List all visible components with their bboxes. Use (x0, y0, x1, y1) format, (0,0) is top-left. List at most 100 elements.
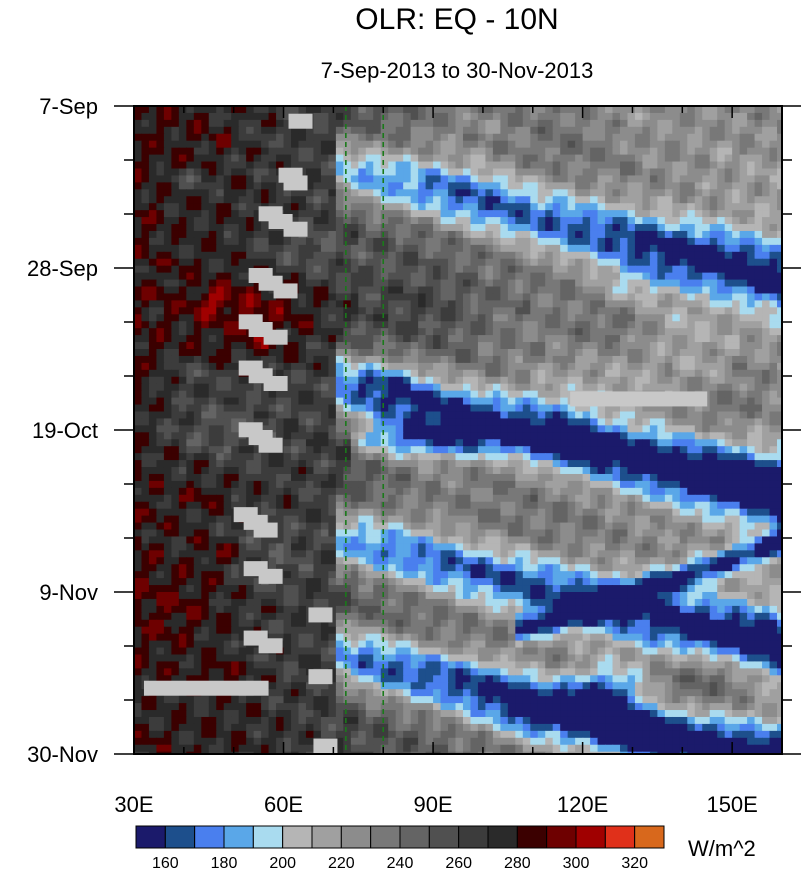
olr-cell (223, 418, 232, 426)
olr-cell (620, 328, 629, 336)
olr-cell (552, 106, 561, 114)
olr-cell (649, 272, 658, 281)
olr-cell (268, 300, 277, 308)
olr-cell (343, 224, 352, 232)
olr-cell (552, 362, 561, 371)
olr-cell (201, 418, 210, 426)
olr-cell (724, 119, 733, 128)
olr-cell (328, 265, 337, 274)
olr-cell (156, 279, 165, 288)
olr-cell (769, 230, 778, 239)
olr-cell (305, 397, 315, 406)
olr-cell (702, 230, 711, 239)
olr-cell (485, 355, 494, 364)
olr-cell (732, 161, 741, 170)
olr-cell (148, 140, 158, 149)
olr-cell (313, 182, 322, 190)
olr-cell (590, 279, 599, 288)
olr-cell (462, 446, 472, 454)
olr-cell (702, 279, 711, 288)
olr-cell (485, 342, 494, 350)
olr-cell (418, 328, 427, 336)
olr-cell (777, 453, 782, 461)
olr-cell (777, 355, 782, 364)
olr-cell (148, 189, 158, 197)
olr-cell (320, 480, 329, 489)
olr-cell (320, 182, 329, 190)
olr-cell (717, 342, 726, 350)
olr-cell (649, 237, 658, 246)
olr-cell (575, 467, 584, 475)
olr-cell (380, 376, 389, 385)
olr-cell (343, 494, 352, 503)
olr-cell (634, 425, 644, 433)
olr-cell (388, 161, 397, 170)
olr-cell (709, 175, 718, 183)
olr-cell (178, 362, 187, 371)
olr-cell (530, 376, 539, 385)
olr-cell (186, 453, 195, 461)
olr-cell (537, 217, 546, 225)
olr-cell (605, 453, 614, 461)
olr-cell (403, 189, 412, 197)
olr-cell (448, 203, 457, 211)
olr-cell (193, 154, 202, 163)
olr-cell (694, 217, 703, 225)
olr-cell (253, 355, 262, 364)
olr-cell (141, 217, 150, 225)
olr-cell (141, 411, 150, 420)
olr-cell (500, 258, 509, 267)
olr-cell (672, 480, 681, 489)
olr-cell (395, 446, 404, 454)
olr-cell (537, 133, 546, 142)
olr-cell (373, 154, 382, 163)
olr-cell (552, 460, 561, 468)
olr-cell (485, 203, 494, 211)
olr-cell (305, 203, 315, 211)
olr-cell (305, 189, 315, 197)
olr-cell (664, 119, 673, 128)
olr-cell (148, 473, 158, 482)
olr-cell (365, 418, 374, 426)
olr-cell (694, 210, 703, 218)
olr-cell (208, 467, 217, 475)
olr-cell (567, 119, 576, 128)
olr-cell (335, 237, 344, 246)
olr-cell (410, 126, 419, 135)
olr-cell (649, 300, 658, 308)
olr-cell (268, 258, 277, 267)
olr-cell (425, 175, 434, 183)
olr-cell (201, 251, 210, 260)
olr-cell (507, 439, 516, 447)
olr-cell (664, 342, 673, 350)
olr-cell (418, 175, 427, 183)
olr-cell (418, 168, 427, 177)
olr-cell (238, 217, 247, 225)
olr-cell (664, 355, 673, 364)
olr-cell (522, 279, 531, 288)
olr-cell (238, 106, 247, 114)
olr-cell (134, 342, 143, 350)
olr-cell (395, 210, 404, 218)
olr-cell (590, 328, 599, 336)
olr-cell (590, 467, 599, 475)
olr-cell (477, 286, 487, 295)
olr-cell (380, 342, 389, 350)
olr-cell (410, 349, 419, 357)
olr-cell (777, 342, 782, 350)
olr-cell (470, 487, 479, 496)
olr-cell (492, 446, 501, 454)
olr-cell (777, 487, 782, 496)
olr-cell (343, 411, 352, 420)
olr-cell (208, 126, 217, 135)
olr-cell (552, 175, 561, 183)
olr-cell (762, 168, 771, 177)
olr-cell (418, 349, 427, 357)
olr-cell (724, 307, 733, 315)
olr-cell (769, 418, 778, 426)
olr-cell (724, 154, 733, 163)
olr-cell (328, 133, 337, 142)
olr-cell (261, 168, 270, 177)
olr-cell (477, 265, 487, 274)
olr-cell (163, 237, 172, 246)
